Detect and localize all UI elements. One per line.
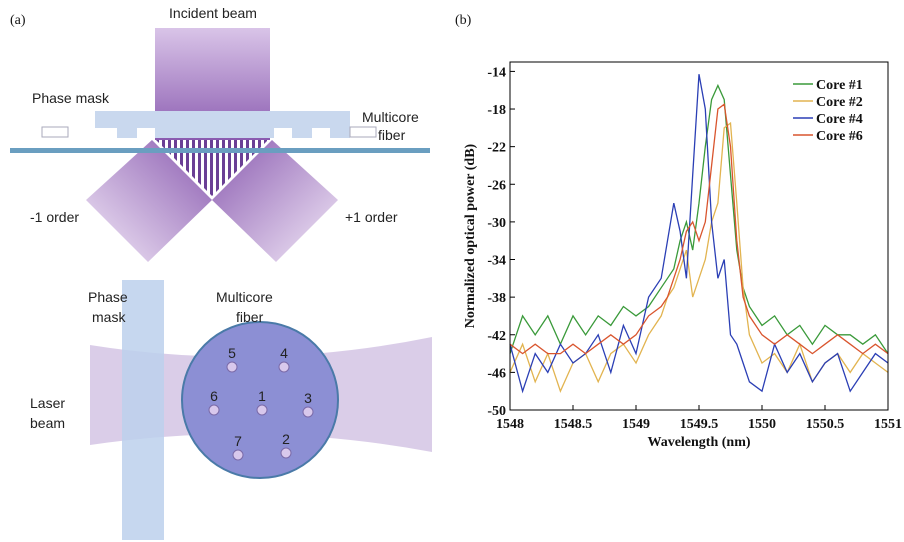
series-line xyxy=(509,74,889,394)
label: fiber xyxy=(236,309,264,325)
phase-mask xyxy=(95,111,350,138)
diagram: (a) (b) Incident beam Phase mask Multico… xyxy=(10,5,472,540)
core-label: 4 xyxy=(280,345,288,361)
core xyxy=(232,449,244,461)
legend-label: Core #2 xyxy=(816,95,863,110)
y-tick-label: -34 xyxy=(487,254,506,269)
series-line xyxy=(509,83,889,354)
label: Phase mask xyxy=(32,90,110,106)
label: beam xyxy=(30,415,65,431)
y-tick-label: -38 xyxy=(487,291,506,306)
label: mask xyxy=(92,309,126,325)
core-label: 3 xyxy=(304,390,312,406)
y-tick-label: -30 xyxy=(487,216,506,231)
series-line xyxy=(509,121,889,393)
phase-mask xyxy=(122,280,164,540)
series-line xyxy=(509,103,889,355)
beam-plus xyxy=(212,140,338,262)
panel-label: (a) xyxy=(10,13,26,28)
core xyxy=(280,447,292,459)
interference xyxy=(156,140,268,196)
beam-minus xyxy=(86,140,212,262)
plot-frame xyxy=(509,61,889,411)
label: Multicore xyxy=(216,289,273,305)
legend-label: Core #6 xyxy=(816,129,863,144)
label: fiber xyxy=(378,127,406,143)
y-tick-label: -14 xyxy=(487,65,506,80)
legend-label: Core #4 xyxy=(816,112,863,127)
core xyxy=(278,361,290,373)
x-tick-label: 1550 xyxy=(748,417,776,432)
y-tick-label: -18 xyxy=(487,103,506,118)
mask-edge xyxy=(349,126,377,138)
y-tick-label: -26 xyxy=(487,178,506,193)
panel-label: (b) xyxy=(455,13,472,28)
y-tick-label: -22 xyxy=(487,141,506,156)
x-tick-label: 1549 xyxy=(622,417,650,432)
label: Laser xyxy=(30,395,65,411)
legend-label: Core #1 xyxy=(816,78,863,93)
core-label: 2 xyxy=(282,431,290,447)
core xyxy=(256,404,268,416)
core xyxy=(208,404,220,416)
label: +1 order xyxy=(345,209,398,225)
core xyxy=(226,361,238,373)
fiber xyxy=(10,148,430,153)
y-tick-label: -42 xyxy=(487,329,506,344)
mask-edge xyxy=(41,126,69,138)
fiber-cross-section xyxy=(181,321,339,479)
x-tick-label: 1549.5 xyxy=(680,417,719,432)
core-label: 1 xyxy=(258,388,266,404)
label: Phase xyxy=(88,289,128,305)
y-axis-label: Normalized optical power (dB) xyxy=(463,143,478,328)
label: -1 order xyxy=(30,209,79,225)
chart: -50 -46 -42 -38 -34 -30 -26 -22 -18 -14 1548 1548.5… xyxy=(463,61,902,450)
x-axis-label: Wavelength (nm) xyxy=(647,435,750,450)
cores: 5 4 6 1 3 7 2 xyxy=(208,345,314,461)
core-label: 5 xyxy=(228,345,236,361)
x-tick-label: 1551 xyxy=(874,417,902,432)
core xyxy=(302,406,314,418)
y-tick-label: -46 xyxy=(487,366,506,381)
x-tick-label: 1548 xyxy=(496,417,524,432)
x-tick-label: 1548.5 xyxy=(554,417,593,432)
y-tick-label: -50 xyxy=(487,404,506,419)
label: Multicore xyxy=(362,109,419,125)
core-label: 6 xyxy=(210,388,218,404)
core-label: 7 xyxy=(234,433,242,449)
label: Incident beam xyxy=(169,5,257,21)
x-tick-label: 1550.5 xyxy=(806,417,845,432)
